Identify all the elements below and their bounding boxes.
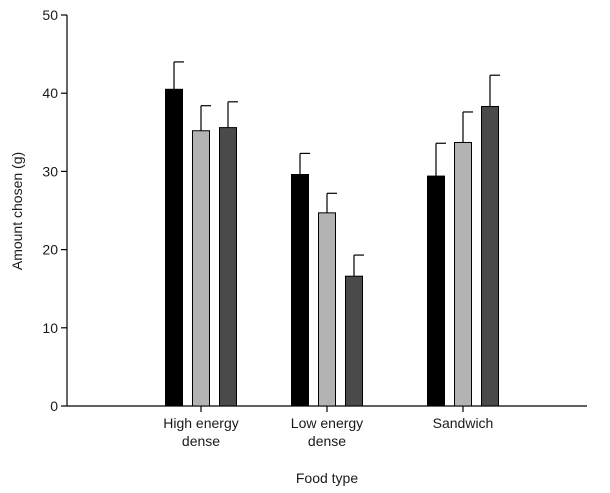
- error-bars: [173, 61, 500, 277]
- bar-series2-cat0: [219, 127, 237, 407]
- y-tick-label-0: 0: [50, 398, 58, 414]
- bars: [165, 88, 499, 407]
- category-label-0-line-0: High energy: [163, 415, 239, 431]
- bar-series1-cat2: [454, 141, 472, 407]
- bar-series0-cat1: [291, 174, 309, 407]
- bar-series0-cat2: [427, 175, 445, 407]
- y-tick-label-40: 40: [42, 85, 58, 101]
- category-label-2-line-0: Sandwich: [433, 415, 494, 431]
- category-label-0-line-1: dense: [182, 433, 220, 449]
- bar-series1-cat0: [192, 130, 210, 407]
- y-tick-label-10: 10: [42, 320, 58, 336]
- category-label-1-line-1: dense: [308, 433, 346, 449]
- axes: 0 10 20 30 40 50: [42, 7, 587, 414]
- x-axis-title: Food type: [296, 470, 358, 486]
- category-label-1-line-0: Low energy: [291, 415, 363, 431]
- y-tick-label-20: 20: [42, 242, 58, 258]
- bar-series1-cat1: [318, 212, 336, 407]
- bar-series2-cat2: [481, 105, 499, 407]
- y-tick-label-50: 50: [42, 7, 58, 23]
- y-axis-title: Amount chosen (g): [9, 152, 25, 270]
- y-tick-label-30: 30: [42, 163, 58, 179]
- bar-series2-cat1: [345, 275, 363, 407]
- labels: Amount chosen (g) Food type High energy d…: [9, 152, 493, 486]
- bar-series0-cat0: [165, 88, 183, 407]
